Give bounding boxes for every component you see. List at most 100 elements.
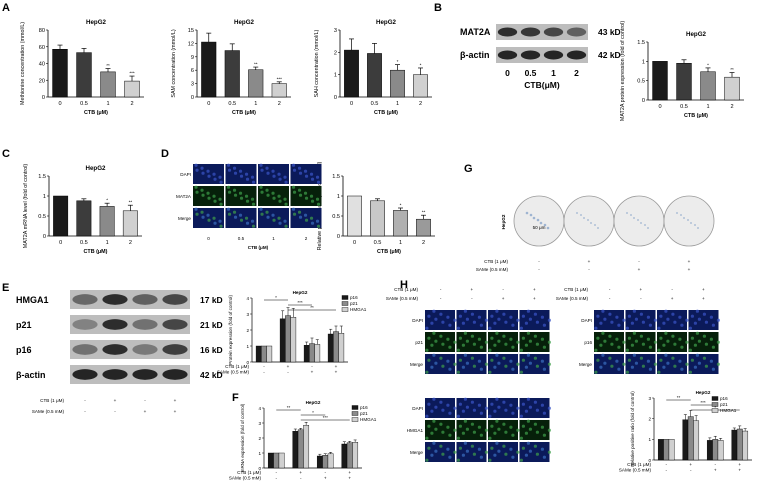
micrograph-tile: [425, 398, 455, 418]
x-tick-label: 0.5: [680, 104, 688, 110]
cell-spot: [540, 447, 545, 451]
legend-label: HMGA1: [720, 408, 737, 413]
cell-spot: [688, 348, 693, 352]
cell-spot: [277, 172, 281, 176]
treatment-label: CTB (1 μM): [484, 259, 508, 264]
cell-spot: [316, 224, 321, 228]
treatment-sign: +: [174, 409, 177, 414]
colony-dot: [597, 227, 599, 229]
cell-spot: [239, 196, 244, 200]
cell-spot: [461, 409, 465, 413]
cell-spot: [432, 441, 436, 445]
cell-spot: [446, 403, 450, 407]
cell-spot: [430, 409, 434, 413]
cell-spot: [484, 340, 488, 344]
bar-hmga1: [266, 345, 273, 363]
micrograph-tile: [688, 310, 719, 330]
cell-spot: [446, 425, 450, 429]
blot-row-label: β-actin: [460, 50, 490, 60]
cell-spot: [603, 339, 607, 343]
significance-mark: *: [714, 405, 716, 410]
x-axis-label: CTB (μM): [232, 110, 256, 116]
blot-band: [102, 344, 128, 355]
cell-spot: [504, 430, 508, 434]
treatment-sign: +: [702, 296, 705, 301]
cell-spot: [504, 364, 508, 368]
cell-spot: [465, 427, 469, 431]
cell-spot: [632, 353, 637, 357]
treatment-sign: +: [471, 287, 474, 292]
legend-swatch: [711, 408, 719, 413]
cell-spot: [251, 202, 256, 206]
cell-spot: [509, 403, 513, 407]
y-tick-label: 1.5: [637, 40, 645, 46]
treatment-sign: -: [440, 296, 442, 301]
bar-p21: [346, 442, 353, 469]
cell-spot: [448, 455, 452, 459]
cell-spot: [711, 323, 716, 327]
cell-spot: [711, 367, 716, 371]
treatment-sign: +: [299, 470, 302, 475]
cell-spot: [535, 364, 540, 368]
cell-spot: [448, 323, 452, 327]
image-row-label: Merge: [579, 362, 592, 367]
cell-spot: [194, 207, 198, 211]
cell-spot: [497, 339, 501, 343]
cell-spot: [627, 358, 632, 362]
cell-spot: [439, 422, 443, 426]
cell-spot: [673, 364, 677, 368]
cell-spot: [542, 345, 547, 349]
treatment-sign: -: [538, 259, 540, 264]
cell-spot: [502, 400, 506, 404]
cell-spot: [232, 166, 237, 170]
blot-band: [72, 344, 98, 355]
cell-spot: [298, 171, 303, 175]
cell-spot: [233, 171, 238, 175]
legend-swatch: [341, 307, 349, 312]
bar-hmga1: [717, 440, 724, 461]
cell-spot: [547, 362, 552, 366]
cell-spot: [524, 431, 529, 435]
cell-spot: [693, 365, 698, 369]
cell-spot: [470, 312, 474, 316]
chart-title: HepG2: [376, 19, 397, 26]
cell-spot: [625, 348, 630, 352]
cell-spot: [213, 177, 217, 181]
cell-spot: [685, 318, 689, 322]
cell-spot: [446, 359, 450, 363]
cell-spot: [219, 224, 223, 228]
cell-spot: [238, 213, 243, 217]
bar-hmga1: [668, 439, 675, 461]
cell-spot: [702, 312, 707, 316]
y-tick-label: 3: [258, 421, 261, 426]
micrograph-tile: [425, 332, 455, 352]
cell-spot: [458, 402, 462, 406]
cell-spot: [535, 320, 540, 324]
cell-spot: [495, 441, 499, 445]
treatment-sign: +: [688, 259, 691, 264]
y-tick-label: 1: [334, 73, 337, 79]
treatment-sign: +: [588, 259, 591, 264]
cell-spot: [233, 193, 238, 197]
colony-dot: [683, 217, 685, 219]
cell-spot: [456, 348, 460, 352]
cell-spot: [678, 337, 682, 341]
cell-spot: [425, 458, 429, 462]
x-tick-label: 0.5: [371, 101, 379, 107]
x-tick-label: 2: [130, 101, 133, 107]
bar-p21: [297, 429, 304, 469]
bar: [248, 69, 264, 98]
blot-band: [497, 27, 518, 37]
cell-spot: [540, 337, 545, 341]
cell-spot: [622, 318, 626, 322]
cell-spot: [272, 218, 276, 222]
cell-spot: [213, 221, 217, 225]
blot-row-label: p16: [16, 345, 32, 355]
blot-band: [102, 294, 128, 305]
cell-spot: [524, 409, 529, 413]
cell-spot: [709, 359, 714, 363]
cell-spot: [441, 342, 445, 346]
cell-spot: [625, 370, 630, 374]
cell-spot: [521, 314, 526, 318]
cell-spot: [504, 342, 508, 346]
